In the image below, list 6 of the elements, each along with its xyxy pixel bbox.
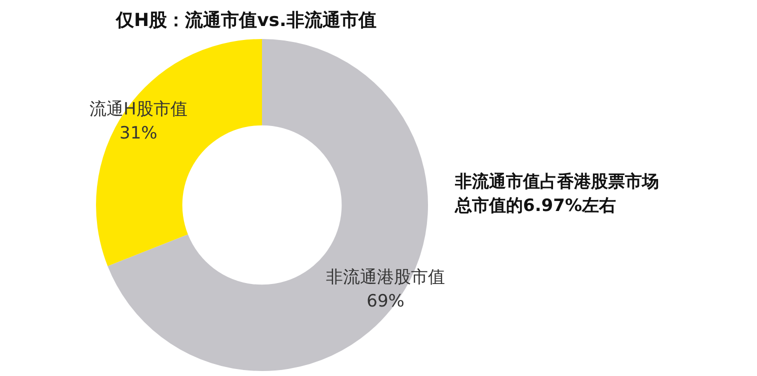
data-label: 69% (366, 291, 404, 312)
slice-label: 非流通港股市值 (326, 267, 446, 288)
slice-label: 流通H股市值 (90, 99, 188, 120)
chart-title: 仅H股：流通市值vs.非流通市值 (116, 9, 376, 32)
text: 非流通市值占香港股票市场总市值的6.97%左右 (455, 171, 660, 218)
data-label: 31% (120, 123, 158, 144)
